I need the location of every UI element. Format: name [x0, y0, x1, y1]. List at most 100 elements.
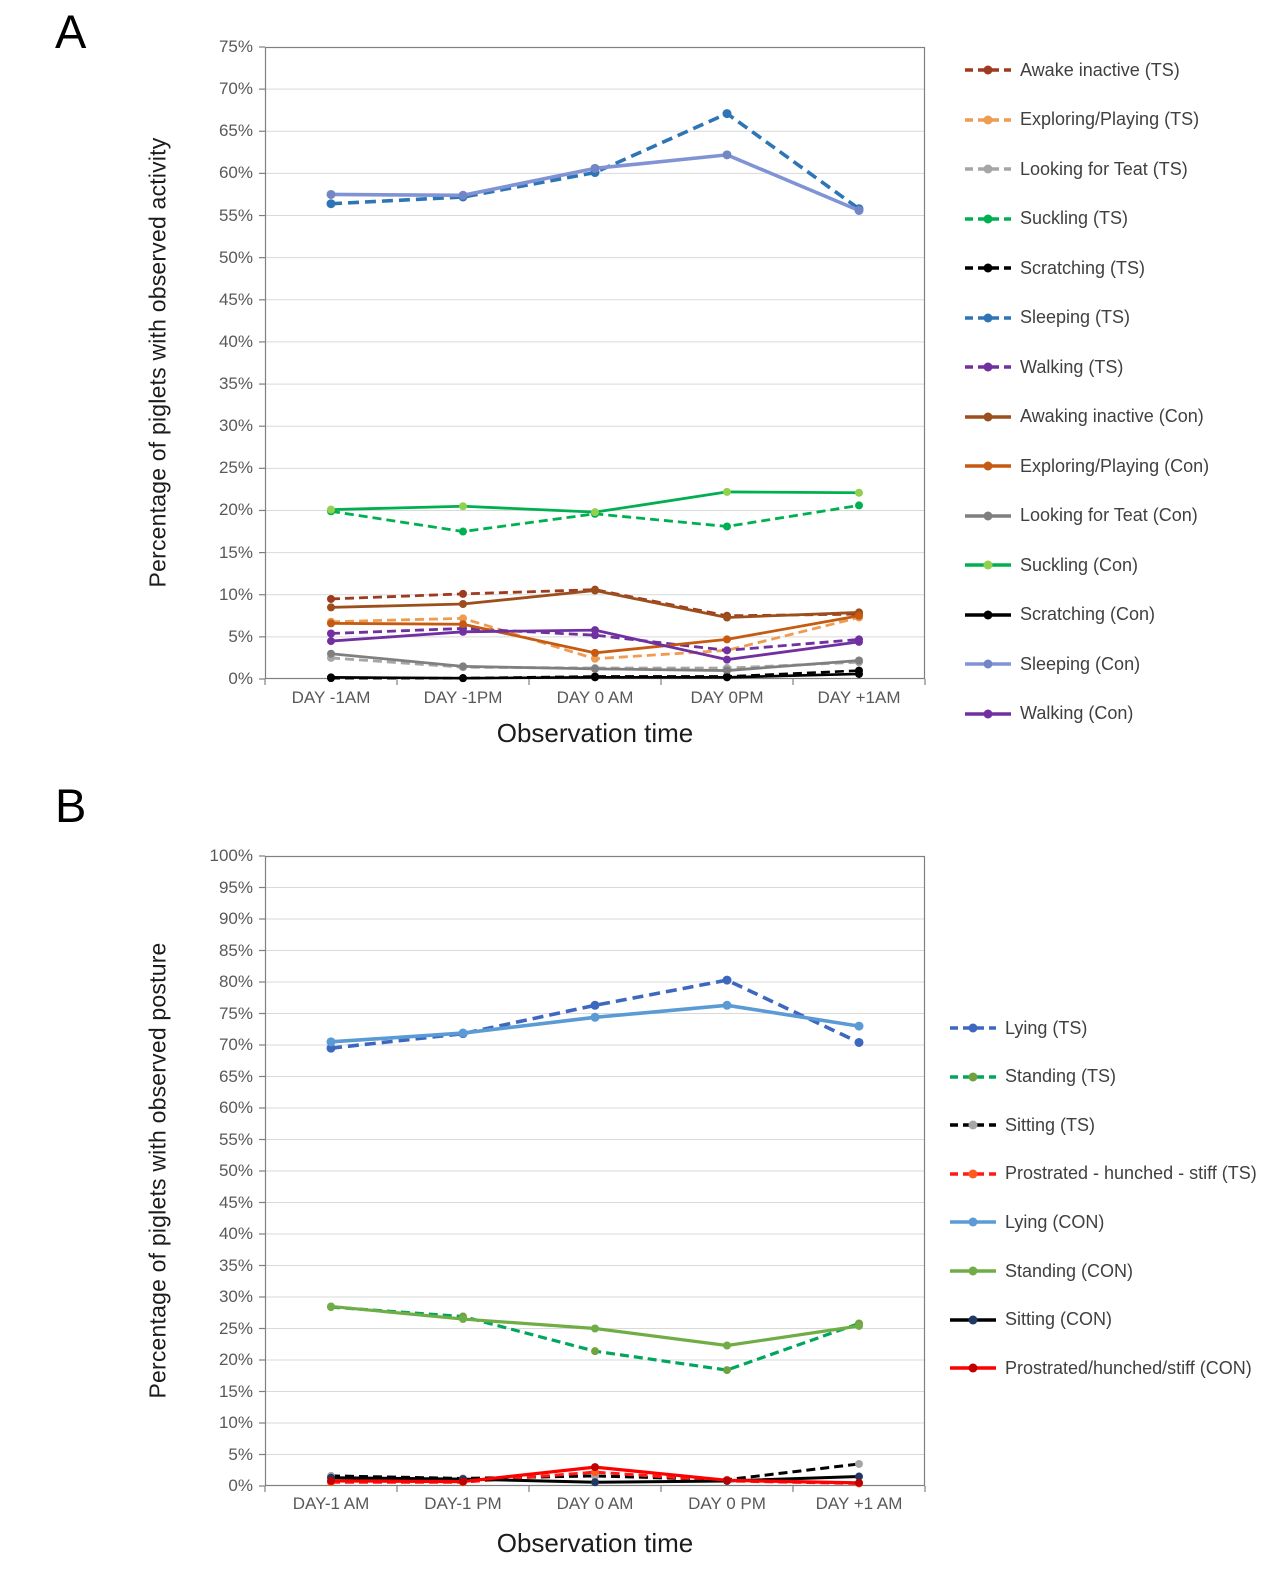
legend-key-sitting-con	[950, 1315, 996, 1325]
legend-label: Awake inactive (TS)	[1020, 59, 1180, 80]
legend-label: Scratching (Con)	[1020, 604, 1156, 624]
data-point-standing-con	[855, 1321, 863, 1330]
data-point-walking-con	[855, 637, 863, 646]
data-point-scratching-con	[591, 673, 599, 682]
legend-item-looking-for-teat-ts: Looking for Teat (TS)	[965, 158, 1188, 180]
legend-key-marker	[983, 560, 993, 570]
y-axis-tick-label: 20%	[218, 500, 253, 520]
data-point-suckling-con	[855, 488, 863, 497]
data-point-awaking-inactive-con	[591, 586, 599, 595]
legend-key-exploring-playing-ts	[965, 115, 1011, 124]
y-axis-tick-label: 100%	[209, 846, 253, 865]
legend-key-suckling-ts	[965, 214, 1011, 223]
y-axis-tick-label: 70%	[218, 1035, 253, 1054]
data-point-standing-con	[327, 1302, 335, 1311]
x-axis-tick-label: DAY 0 AM	[556, 688, 634, 707]
y-axis-tick-label: 80%	[218, 972, 253, 991]
data-point-lying-con	[590, 1012, 600, 1022]
y-axis-tick-label: 40%	[218, 1224, 253, 1243]
y-axis-tick-label: 25%	[218, 1318, 253, 1338]
legend-label: Sleeping (TS)	[1020, 307, 1131, 327]
legend-key-marker	[968, 1315, 978, 1325]
chart-a-canvas	[259, 46, 926, 685]
legend-key-marker	[983, 313, 993, 322]
legend-key-marker	[983, 65, 993, 75]
data-point-exploring-playing-con	[723, 635, 731, 644]
data-point-walking-con	[327, 637, 335, 646]
legend-key-sitting-ts	[950, 1120, 996, 1130]
data-point-sitting-con	[591, 1478, 599, 1487]
legend-label: Sleeping (Con)	[1020, 653, 1141, 674]
data-point-sleeping-ts	[722, 109, 732, 119]
x-axis-tick-label: DAY-1 PM	[424, 1494, 502, 1513]
data-point-walking-con	[591, 626, 599, 635]
legend-item-standing-con: Standing (CON)	[950, 1260, 1133, 1282]
legend-key-marker	[983, 610, 993, 619]
data-point-looking-for-teat-con	[459, 662, 467, 671]
legend-label: Looking for Teat (TS)	[1020, 158, 1188, 179]
data-point-scratching-con	[327, 673, 335, 682]
data-point-prostrated-hunched-stiff-con	[327, 1476, 335, 1485]
legend-label: Prostrated/hunched/stiff (CON)	[1005, 1357, 1252, 1378]
data-point-exploring-playing-con	[327, 619, 335, 628]
legend-key-suckling-con	[965, 560, 1011, 570]
legend-label: Prostrated - hunched - stiff (TS)	[1005, 1163, 1257, 1184]
data-point-walking-ts	[327, 629, 335, 638]
y-axis-tick-label: 55%	[218, 1129, 253, 1149]
panel-b-label: B	[55, 779, 87, 832]
series-line-lying-ts	[330, 978, 860, 1050]
legend-key-awaking-inactive-con	[965, 412, 1011, 421]
legend-key-marker	[983, 659, 993, 669]
x-axis-tick-label: DAY -1PM	[423, 688, 503, 707]
y-axis-tick-label: 35%	[218, 374, 253, 394]
data-point-sleeping-con	[854, 205, 864, 215]
legend-key-standing-con	[950, 1266, 996, 1276]
legend-item-suckling-ts: Suckling (TS)	[965, 208, 1128, 230]
y-axis-tick-label: 15%	[218, 542, 253, 562]
data-point-walking-con	[723, 655, 731, 664]
x-axis-tick-label: DAY 0 PM	[688, 1494, 766, 1513]
y-axis-tick-label: 30%	[218, 1287, 253, 1306]
data-point-awaking-inactive-con	[327, 603, 335, 612]
data-point-exploring-playing-ts	[591, 654, 599, 663]
legend-label: Walking (Con)	[1020, 703, 1134, 723]
panel-a-label: A	[55, 5, 87, 58]
y-axis-tick-label: 45%	[218, 1192, 253, 1212]
y-axis-tick-label: 35%	[218, 1255, 253, 1275]
data-point-suckling-ts	[855, 501, 863, 510]
legend-key-marker	[968, 1363, 978, 1373]
x-axis-tick-label: DAY +1 AM	[815, 1494, 903, 1513]
data-point-scratching-con	[855, 669, 863, 678]
legend-key-scratching-con	[965, 610, 1011, 619]
legend-key-lying-con	[950, 1217, 996, 1227]
legend-item-sleeping-ts: Sleeping (TS)	[965, 307, 1130, 329]
data-point-lying-ts	[590, 1000, 600, 1010]
legend-key-marker	[983, 362, 993, 372]
legend-key-exploring-playing-con	[965, 461, 1011, 471]
y-axis-tick-label: 10%	[218, 584, 253, 604]
y-axis-tick-label: 30%	[218, 416, 253, 436]
legend-item-walking-ts: Walking (TS)	[965, 356, 1123, 378]
legend-key-looking-for-teat-con	[965, 511, 1011, 520]
data-point-looking-for-teat-con	[327, 649, 335, 658]
x-axis-tick-label: DAY +1AM	[817, 688, 901, 707]
data-point-standing-con	[723, 1341, 731, 1350]
y-axis-tick-label: 45%	[218, 289, 253, 309]
y-axis-tick-label: 0%	[228, 669, 253, 688]
data-point-standing-con	[591, 1324, 599, 1333]
data-point-sitting-con	[855, 1472, 863, 1481]
legend-item-awaking-inactive-con: Awaking inactive (Con)	[965, 406, 1204, 428]
y-axis-tick-label: 50%	[218, 247, 253, 267]
y-axis-tick-label: 60%	[218, 163, 253, 183]
legend-item-sitting-ts: Sitting (TS)	[950, 1114, 1095, 1136]
y-axis-tick-label: 15%	[218, 1381, 253, 1401]
data-point-awake-inactive-ts	[459, 589, 467, 598]
data-point-lying-con	[458, 1028, 468, 1038]
x-axis-tick-label: DAY 0 AM	[556, 1494, 634, 1513]
y-axis-tick-label: 20%	[218, 1350, 253, 1369]
y-axis-tick-label: 10%	[218, 1413, 253, 1432]
data-point-standing-ts	[591, 1347, 599, 1356]
legend-key-walking-ts	[965, 362, 1011, 372]
